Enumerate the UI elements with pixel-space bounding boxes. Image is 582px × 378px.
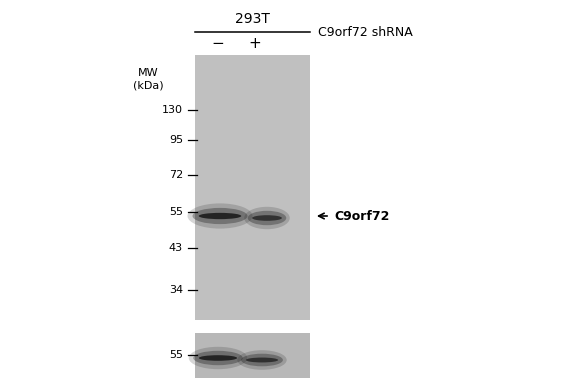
- Text: −: −: [212, 37, 225, 51]
- Text: C9orf72: C9orf72: [334, 209, 389, 223]
- Text: 55: 55: [169, 350, 183, 360]
- Bar: [195, 333, 310, 378]
- Text: 43: 43: [169, 243, 183, 253]
- Ellipse shape: [252, 215, 282, 221]
- Ellipse shape: [187, 203, 253, 229]
- Text: 130: 130: [162, 105, 183, 115]
- Ellipse shape: [193, 208, 247, 224]
- Ellipse shape: [237, 350, 287, 370]
- Text: MW
(kDa): MW (kDa): [133, 68, 164, 90]
- Ellipse shape: [189, 347, 247, 369]
- Text: 72: 72: [169, 170, 183, 180]
- Text: 34: 34: [169, 285, 183, 295]
- Ellipse shape: [244, 207, 290, 229]
- Ellipse shape: [246, 358, 278, 363]
- Text: 55: 55: [169, 207, 183, 217]
- Bar: [195, 55, 310, 320]
- Ellipse shape: [241, 354, 283, 366]
- Ellipse shape: [199, 355, 237, 361]
- Text: 293T: 293T: [235, 12, 269, 26]
- Text: +: +: [249, 37, 261, 51]
- Text: C9orf72 shRNA: C9orf72 shRNA: [318, 25, 413, 39]
- Ellipse shape: [193, 351, 243, 365]
- Ellipse shape: [248, 211, 286, 225]
- Text: 95: 95: [169, 135, 183, 145]
- Ellipse shape: [198, 213, 242, 219]
